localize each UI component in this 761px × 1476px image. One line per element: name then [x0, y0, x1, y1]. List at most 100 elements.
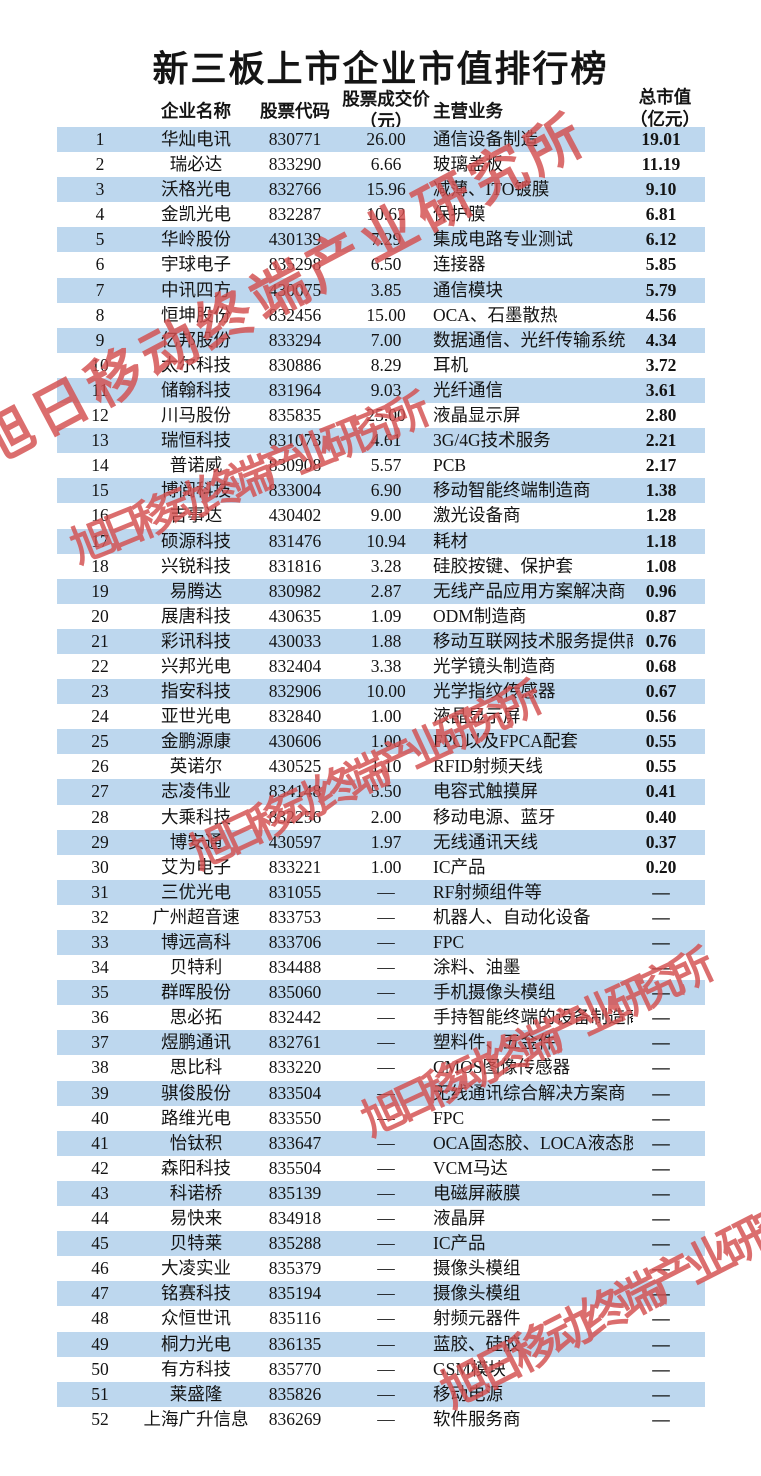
- stock-code-cell: 835379: [268, 1258, 322, 1279]
- business-cell: IC产品: [433, 1233, 486, 1254]
- table-row: 24 亚世光电 832840 1.00 液晶显示屏 0.56: [57, 704, 705, 729]
- rank-cell: 4: [95, 204, 105, 225]
- business-cell: GSM模块: [433, 1358, 506, 1379]
- company-name-cell: 骐俊股份: [161, 1082, 231, 1103]
- market-cap-cell: —: [652, 1182, 670, 1203]
- price-cell: —: [377, 1082, 395, 1103]
- table-row: 32 广州超音速 833753 — 机器人、自动化设备 —: [57, 905, 705, 930]
- business-cell: VCM马达: [433, 1157, 508, 1178]
- business-cell: 保护膜: [433, 204, 486, 225]
- table-row: 19 易腾达 830982 2.87 无线产品应用方案解决商 0.96: [57, 578, 705, 604]
- company-name-cell: 广州超音速: [152, 906, 240, 927]
- price-cell: —: [377, 1258, 395, 1279]
- company-name-cell: 三优光电: [161, 881, 231, 902]
- business-cell: 手机摄像头模组: [433, 982, 556, 1003]
- market-cap-cell: —: [652, 1132, 670, 1153]
- price-cell: —: [377, 1283, 395, 1304]
- business-cell: 移动智能终端制造商: [433, 480, 591, 501]
- rank-cell: 46: [91, 1258, 109, 1279]
- table-row: 33 博远高科 833706 — FPC —: [57, 930, 705, 956]
- business-cell: 数据通信、光纤传输系统: [433, 329, 626, 350]
- table-row: 40 路维光电 833550 — FPC —: [57, 1106, 705, 1131]
- company-name-cell: 太尔科技: [161, 354, 231, 375]
- market-cap-cell: 2.21: [645, 430, 677, 451]
- business-cell: 电磁屏蔽膜: [433, 1182, 521, 1203]
- table-row: 38 思比科 833220 — CMOS图像传感器 —: [57, 1055, 705, 1080]
- business-cell: 无线通讯天线: [433, 831, 538, 852]
- stock-code-cell: 833004: [268, 480, 322, 501]
- company-name-cell: 瑞恒科技: [161, 430, 231, 451]
- table-row: 43 科诺桥 835139 — 电磁屏蔽膜 —: [57, 1180, 705, 1207]
- rank-cell: 42: [91, 1157, 109, 1178]
- market-cap-cell: —: [652, 1208, 670, 1229]
- table-row: 15 博阅科技 833004 6.90 移动智能终端制造商 1.38: [57, 478, 705, 504]
- table-row: 48 众恒世讯 835116 — 射频元器件 —: [57, 1306, 705, 1331]
- price-cell: 6.50: [370, 254, 402, 275]
- business-cell: 通信设备制造: [433, 129, 538, 149]
- table-row: 5 华岭股份 430139 7.29 集成电路专业测试 6.12: [57, 227, 705, 253]
- stock-code-cell: 831476: [268, 530, 322, 551]
- company-name-cell: 金凯光电: [161, 204, 231, 225]
- business-cell: 机器人、自动化设备: [433, 906, 591, 927]
- rank-cell: 48: [91, 1308, 109, 1329]
- company-name-cell: 森阳科技: [161, 1157, 231, 1178]
- price-cell: 1.00: [370, 856, 402, 877]
- market-cap-cell: —: [652, 1082, 670, 1103]
- table-row: 36 思必拓 832442 — 手持智能终端的设备制造商 —: [57, 1005, 705, 1030]
- market-cap-cell: 0.67: [645, 681, 677, 702]
- rank-cell: 6: [95, 254, 105, 275]
- table-row: 45 贝特莱 835288 — IC产品 —: [57, 1231, 705, 1257]
- market-cap-cell: 19.01: [641, 129, 681, 149]
- rank-cell: 29: [91, 831, 109, 852]
- rank-cell: 47: [91, 1283, 109, 1304]
- price-cell: —: [377, 932, 395, 952]
- business-cell: PCB: [433, 455, 467, 476]
- stock-code-cell: 835194: [268, 1283, 322, 1304]
- company-name-cell: 宇球电子: [161, 254, 231, 275]
- company-name-cell: 展唐科技: [161, 605, 231, 626]
- stock-code-cell: 830886: [268, 354, 322, 375]
- price-cell: 1.00: [370, 706, 402, 727]
- company-name-cell: 瑞必达: [169, 154, 223, 175]
- price-cell: —: [377, 1383, 395, 1404]
- stock-code-cell: 831964: [268, 379, 322, 400]
- market-cap-cell: 0.40: [645, 806, 677, 827]
- col-header-market-cap-line2: （亿元）: [630, 109, 700, 129]
- company-name-cell: 路维光电: [161, 1107, 231, 1128]
- company-name-cell: 普诺威: [169, 455, 223, 476]
- stock-code-cell: 835298: [268, 254, 322, 275]
- table-row: 16 吉事达 430402 9.00 激光设备商 1.28: [57, 503, 705, 528]
- table-row: 8 恒坤股份 832456 15.00 OCA、石墨散热 4.56: [57, 303, 705, 328]
- market-cap-cell: 0.55: [645, 731, 677, 752]
- table-row: 51 莱盛隆 835826 — 移动电源 —: [57, 1381, 705, 1407]
- market-cap-cell: 0.41: [645, 781, 677, 802]
- market-cap-cell: 0.68: [645, 655, 677, 676]
- table-row: 11 储翰科技 831964 9.03 光纤通信 3.61: [57, 377, 705, 404]
- company-name-cell: 储翰科技: [161, 379, 231, 400]
- rank-cell: 22: [91, 655, 109, 676]
- company-name-cell: 华岭股份: [161, 229, 231, 250]
- company-name-cell: 博远高科: [161, 932, 231, 952]
- rank-cell: 52: [91, 1408, 109, 1429]
- market-cap-cell: —: [652, 881, 670, 902]
- price-cell: —: [377, 1308, 395, 1329]
- business-cell: FPC: [433, 1107, 465, 1128]
- company-name-cell: 英诺尔: [169, 756, 223, 777]
- market-cap-cell: 5.85: [645, 254, 677, 275]
- market-cap-cell: 0.96: [645, 580, 677, 601]
- market-cap-cell: —: [652, 1408, 670, 1429]
- business-cell: 软件服务商: [433, 1408, 521, 1429]
- rank-cell: 23: [91, 681, 109, 702]
- stock-code-cell: 835139: [268, 1182, 322, 1203]
- company-name-cell: 兴邦光电: [161, 655, 231, 676]
- price-cell: 10.62: [366, 204, 406, 225]
- company-name-cell: 群晖股份: [161, 982, 231, 1003]
- company-name-cell: 博安通: [169, 831, 223, 852]
- rank-cell: 26: [91, 756, 109, 777]
- table-row: 9 亿邦股份 833294 7.00 数据通信、光纤传输系统 4.34: [57, 327, 705, 353]
- rank-cell: 28: [91, 806, 109, 827]
- price-cell: 4.61: [370, 430, 402, 451]
- company-name-cell: 华灿电讯: [161, 129, 231, 149]
- price-cell: —: [377, 1358, 395, 1379]
- company-name-cell: 硕源科技: [161, 530, 231, 551]
